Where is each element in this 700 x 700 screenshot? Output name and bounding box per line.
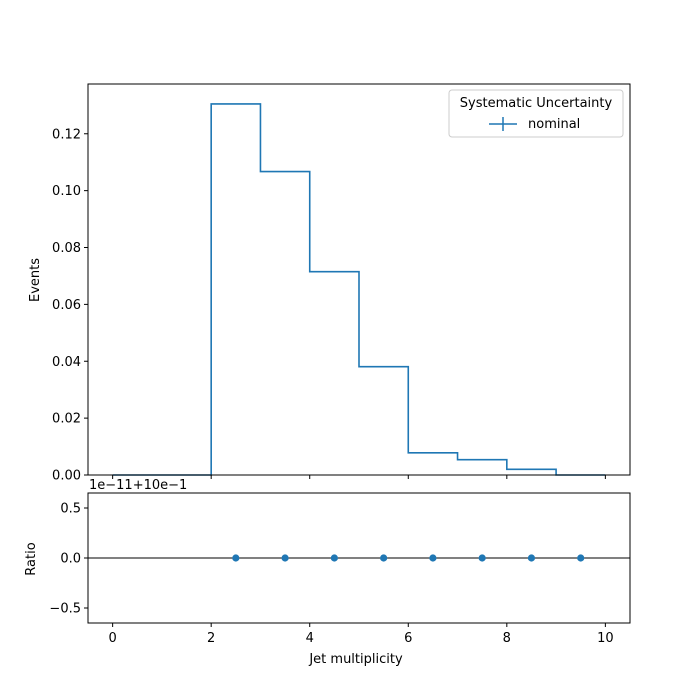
ratio-x-tick-label: 4: [306, 631, 314, 646]
y-axis-label-events: Events: [28, 258, 43, 302]
y-tick-label: 0.04: [52, 355, 81, 370]
legend-box: [448, 89, 624, 138]
y-tick-label: 0.12: [52, 127, 81, 142]
histogram-marks: [112, 103, 606, 476]
legend-title: Systematic Uncertainty: [460, 96, 613, 111]
ratio-point: [281, 554, 289, 562]
ratio-offset-text: 1e−11+10e−1: [89, 478, 187, 493]
ratio-x-tick-label: 0: [108, 631, 116, 646]
ratio-point: [527, 554, 536, 562]
main-histogram-panel: 0.00 0.02 0.04 0.06 0.08 0.10 0.12 Events Syst…: [28, 83, 631, 484]
main-plot-frame: [87, 83, 631, 476]
y-tick-label: 0.06: [52, 298, 81, 313]
x-axis-label: Jet multiplicity: [308, 652, 403, 667]
ratio-y-tick-label: 0.5: [60, 502, 81, 517]
legend-entry-nominal: nominal: [528, 117, 580, 132]
y-tick-label: 0.08: [52, 241, 81, 256]
ratio-x-ticks: 0 2 4 6 8 10: [108, 623, 614, 646]
ratio-point: [232, 554, 240, 562]
ratio-marks: [88, 554, 630, 562]
y-axis-label-ratio: Ratio: [24, 542, 39, 575]
y-tick-label: 0.02: [52, 412, 81, 427]
ratio-point: [330, 554, 338, 562]
ratio-x-tick-label: 2: [207, 631, 215, 646]
ratio-y-tick-label: −0.5: [49, 602, 81, 617]
histogram-step-nominal: [112, 103, 606, 476]
main-y-ticks: 0.00 0.02 0.04 0.06 0.08 0.10 0.12: [52, 127, 88, 484]
ratio-x-tick-label: 8: [503, 631, 511, 646]
ratio-point: [478, 554, 486, 562]
ratio-y-tick-label: 0.0: [60, 552, 81, 567]
ratio-point: [380, 554, 388, 562]
legend: Systematic Uncertainty nominal: [448, 89, 624, 138]
ratio-point: [577, 554, 585, 562]
y-tick-label: 0.00: [52, 469, 81, 484]
ratio-y-ticks: −0.5 0.0 0.5: [49, 502, 88, 617]
ratio-x-tick-label: 6: [404, 631, 412, 646]
ratio-panel: −0.5 0.0 0.5 0 2 4 6 8 10 1e−11+10e−1 Ratio Jet…: [24, 478, 631, 667]
ratio-x-tick-label: 10: [597, 631, 614, 646]
ratio-point: [429, 554, 437, 562]
main-x-ticks: [112, 475, 606, 479]
legend-marker-nominal: [489, 117, 517, 131]
y-tick-label: 0.10: [52, 184, 81, 199]
